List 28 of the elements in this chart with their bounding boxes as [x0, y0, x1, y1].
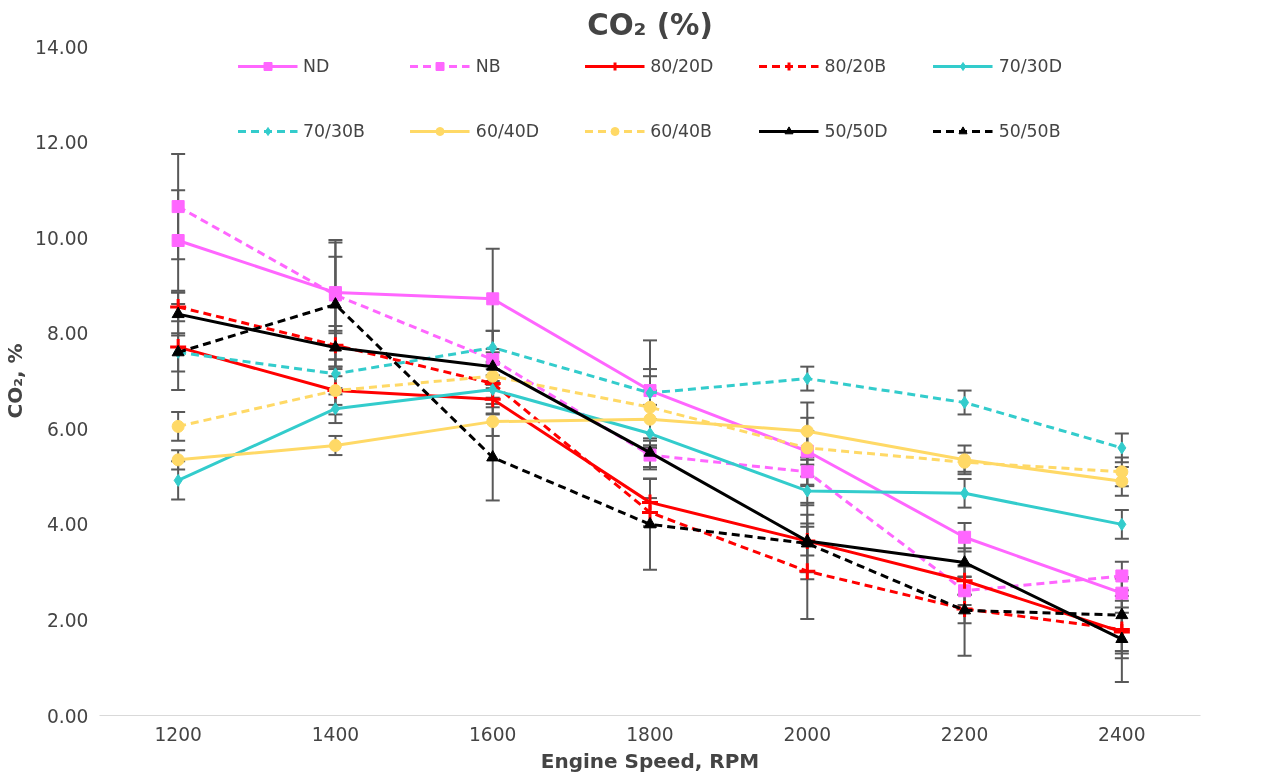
x-tick-label: 1400 — [311, 723, 360, 745]
legend-label: 70/30D — [998, 56, 1062, 76]
x-tick-label: 1800 — [626, 723, 674, 745]
legend-label: 80/20B — [824, 56, 887, 76]
legend-label: 50/50D — [824, 121, 888, 141]
chart-title: CO₂ (%) — [587, 7, 713, 42]
y-tick-label: 2.00 — [46, 609, 89, 631]
legend-label: 50/50B — [998, 121, 1061, 141]
x-tick-label: 2400 — [1098, 723, 1146, 745]
legend-label: 60/40D — [475, 121, 540, 141]
legend-label: 80/20D — [650, 56, 714, 76]
y-tick-label: 10.00 — [35, 227, 89, 249]
y-tick-label: 4.00 — [46, 514, 89, 536]
x-tick-label: 2000 — [783, 723, 832, 745]
y-tick-label: 12.00 — [35, 132, 89, 154]
x-tick-label: 2200 — [940, 723, 989, 745]
legend-label: ND — [303, 56, 330, 76]
legend-label: 70/30B — [303, 121, 365, 141]
legend-label: 60/40B — [650, 121, 712, 141]
y-tick-label: 0.00 — [46, 705, 89, 727]
legend-label: NB — [475, 56, 501, 76]
y-tick-label: 14.00 — [35, 36, 89, 58]
y-tick-label: 8.00 — [46, 323, 89, 345]
x-axis-title: Engine Speed, RPM — [540, 748, 760, 773]
y-tick-label: 6.00 — [46, 418, 89, 440]
x-tick-label: 1600 — [468, 723, 517, 745]
y-axis-title: CO₂, % — [3, 343, 28, 419]
x-tick-label: 1200 — [154, 723, 202, 745]
